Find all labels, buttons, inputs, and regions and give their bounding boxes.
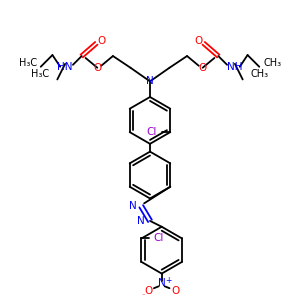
Text: N: N [158, 278, 166, 288]
Text: NH: NH [227, 62, 243, 72]
Text: ⁻: ⁻ [141, 293, 145, 299]
Text: N: N [146, 76, 154, 86]
Text: O: O [144, 286, 152, 296]
Text: O: O [195, 36, 203, 46]
Text: CH₃: CH₃ [263, 58, 281, 68]
Text: N: N [137, 216, 145, 226]
Text: O: O [199, 63, 207, 73]
Text: Cl: Cl [147, 127, 157, 137]
Text: CH₃: CH₃ [250, 69, 268, 79]
Text: Cl: Cl [154, 233, 164, 244]
Text: O: O [97, 36, 105, 46]
Text: N: N [129, 201, 136, 211]
Text: O: O [171, 286, 179, 296]
Text: +: + [165, 276, 172, 285]
Text: HN: HN [57, 62, 73, 72]
Text: H₃C: H₃C [19, 58, 37, 68]
Text: H₃C: H₃C [32, 69, 50, 79]
Text: O: O [93, 63, 101, 73]
